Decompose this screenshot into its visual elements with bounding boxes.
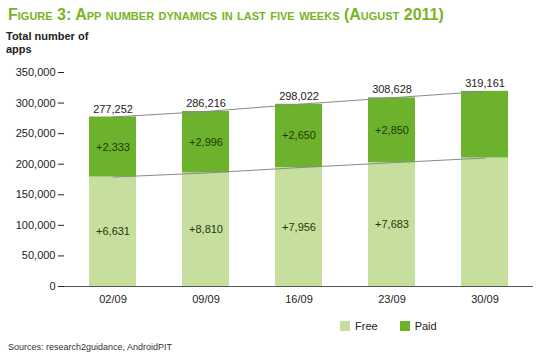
svg-text:300,000: 300,000 [16,97,56,109]
svg-text:+2,333: +2,333 [96,141,130,153]
svg-text:150,000: 150,000 [16,188,56,200]
svg-text:308,628: 308,628 [372,83,412,95]
svg-text:50,000: 50,000 [22,249,56,261]
svg-text:+2,996: +2,996 [189,136,223,148]
svg-text:250,000: 250,000 [16,127,56,139]
svg-text:+2,650: +2,650 [282,129,316,141]
svg-text:319,161: 319,161 [465,77,505,89]
svg-text:16/09: 16/09 [285,293,313,305]
svg-text:+2,850: +2,850 [375,124,409,136]
svg-text:0: 0 [49,280,55,292]
html-text:Free: Free [355,320,378,332]
html-text:Total number of apps: Total number of apps [6,30,89,55]
svg-text:+7,683: +7,683 [375,218,409,230]
html-text:Paid: Paid [414,320,437,332]
svg-text:298,022: 298,022 [279,90,319,102]
svg-text:277,252: 277,252 [93,103,133,115]
svg-text:+8,810: +8,810 [189,223,223,235]
html-text:Sources: research2guidance, An: Sources: research2guidance, AndroidPIT [8,342,173,352]
svg-text:23/09: 23/09 [378,293,406,305]
html-text:Figure 3: App number dynamics: Figure 3: App number dynamics in last fi… [8,6,444,23]
svg-text:350,000: 350,000 [16,66,56,78]
svg-text:02/09: 02/09 [99,293,127,305]
svg-text:100,000: 100,000 [16,219,56,231]
svg-text:286,216: 286,216 [186,97,226,109]
svg-text:30/09: 30/09 [471,293,499,305]
svg-text:+6,631: +6,631 [96,225,130,237]
svg-text:+7,956: +7,956 [282,221,316,233]
svg-text:09/09: 09/09 [192,293,220,305]
svg-text:200,000: 200,000 [16,158,56,170]
